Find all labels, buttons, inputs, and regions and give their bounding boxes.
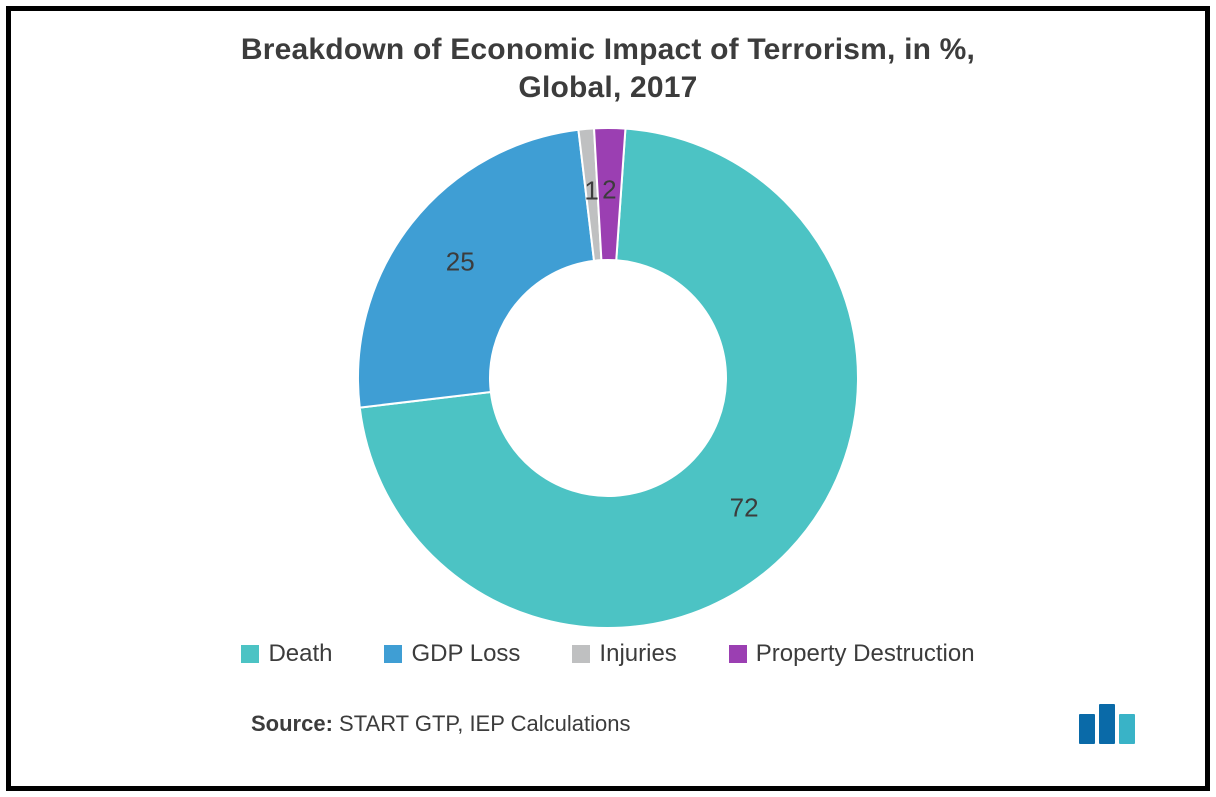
legend-label: GDP Loss: [411, 640, 520, 668]
legend-label: Injuries: [599, 640, 676, 668]
donut-chart: 72 25 12: [328, 114, 888, 634]
donut-slice-gdp-loss: [358, 130, 594, 408]
chart-frame: Breakdown of Economic Impact of Terroris…: [6, 6, 1210, 791]
legend-item-property-destruction: Property Destruction: [729, 640, 975, 668]
source-label: Source:: [251, 711, 333, 736]
legend-item-death: Death: [241, 640, 332, 668]
source-text-wrap: Source: START GTP, IEP Calculations: [251, 711, 630, 737]
chart-panel: Breakdown of Economic Impact of Terroris…: [11, 11, 1205, 786]
source-value: START GTP, IEP Calculations: [333, 711, 631, 736]
chart-title-line2: Global, 2017: [241, 69, 975, 107]
legend-swatch: [572, 645, 590, 663]
legend-item-injuries: Injuries: [572, 640, 676, 668]
brand-logo: [1079, 704, 1135, 744]
legend-swatch: [729, 645, 747, 663]
legend-label: Property Destruction: [756, 640, 975, 668]
chart-title-line1: Breakdown of Economic Impact of Terroris…: [241, 31, 975, 69]
legend: Death GDP Loss Injuries Property Destructio…: [241, 640, 974, 668]
slice-label-death: 72: [730, 492, 759, 523]
brand-bar-0: [1079, 714, 1095, 744]
legend-swatch: [241, 645, 259, 663]
source-row: Source: START GTP, IEP Calculations: [11, 704, 1205, 744]
slice-label-injuries: 1: [584, 175, 598, 206]
slice-label-gdp-loss: 25: [446, 246, 475, 277]
slice-label-property-destruction: 2: [602, 175, 616, 206]
legend-label: Death: [268, 640, 332, 668]
brand-bar-1: [1099, 704, 1115, 744]
brand-bar-2: [1119, 714, 1135, 744]
legend-item-gdp-loss: GDP Loss: [384, 640, 520, 668]
legend-swatch: [384, 645, 402, 663]
chart-title: Breakdown of Economic Impact of Terroris…: [241, 31, 975, 106]
